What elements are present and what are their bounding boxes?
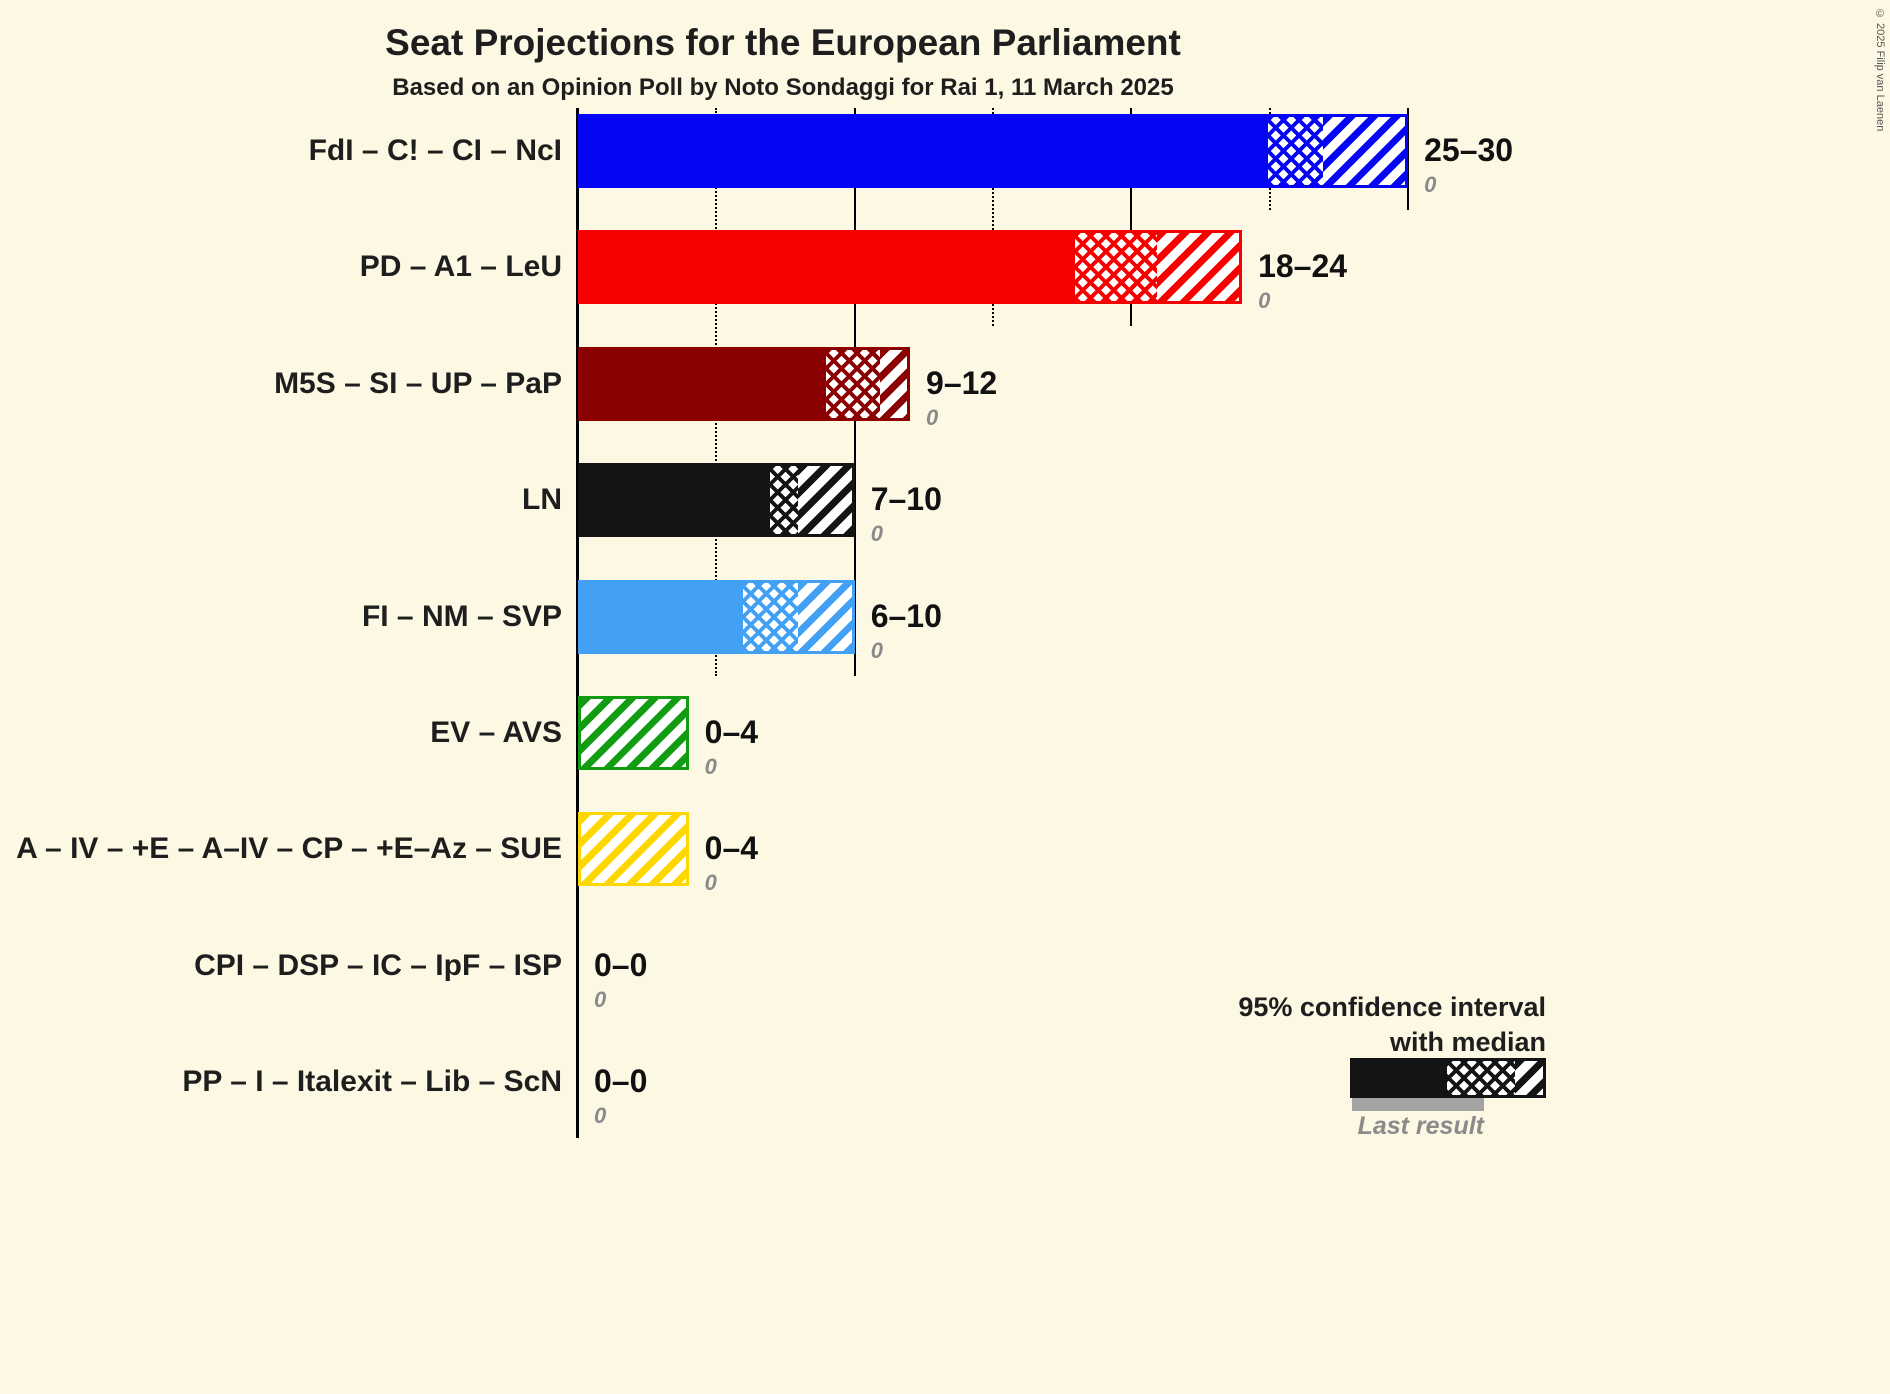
legend-title: 95% confidence interval with median [1200,990,1546,1060]
bar-diagonal-segment [581,815,686,884]
bar [578,230,1243,305]
bar [578,114,1409,188]
value-label: 7–10 0 [871,481,942,547]
last-result-value: 0 [1258,288,1271,314]
row-label: M5S – SI – UP – PaP [274,366,562,400]
range-label: 0–0 [594,1063,648,1100]
bar-solid-segment [581,233,1075,302]
value-label: 25–30 0 [1424,132,1513,198]
bar-solid-segment [581,466,771,535]
legend-crosshatch-segment [1447,1061,1516,1095]
last-result-value: 0 [870,521,883,547]
value-label: 0–4 0 [705,830,758,896]
legend-sample-bar [1350,1058,1546,1098]
last-result-value: 0 [594,1103,607,1129]
row-label: EV – AVS [430,716,562,749]
legend-line1: 95% confidence interval [1238,992,1546,1022]
bar-solid-segment [581,582,744,651]
bar [578,346,911,421]
legend-solid-segment [1353,1061,1448,1095]
last-result-value: 0 [926,404,939,430]
value-label: 0–0 0 [594,947,647,1013]
legend-last-result-label: Last result [1357,1112,1484,1140]
range-label: 9–12 [926,364,998,401]
bar-solid-segment [581,117,1268,185]
gridline-20 [1130,108,1133,327]
row-label: PD – A1 – LeU [359,250,562,284]
gridline-15 [992,108,995,327]
range-label: 0–4 [704,714,759,750]
bar [578,812,689,887]
bar-diagonal-segment [797,582,852,651]
legend-last-result-bar [1352,1098,1484,1111]
bar-crosshatch-segment [1074,233,1157,302]
bar-diagonal-segment [581,699,686,767]
legend-diagonal-segment [1515,1061,1543,1095]
bar-diagonal-segment [797,466,852,535]
range-label: 7–10 [870,481,942,518]
last-result-value: 0 [594,986,607,1012]
range-label: 25–30 [1424,132,1514,168]
last-result-value: 0 [870,637,883,663]
last-result-value: 0 [1424,172,1437,197]
chart-title: Seat Projections for the European Parlia… [385,22,1181,63]
copyright-note: © 2025 Filip van Laenen [1874,8,1886,132]
chart-subtitle: Based on an Opinion Poll by Noto Sondagg… [392,74,1174,101]
row-label: A – IV – +E – A–IV – CP – +E–Az – SUE [16,832,562,866]
range-label: 6–10 [870,597,942,634]
last-result-value: 0 [704,870,717,896]
bar-crosshatch-segment [1267,117,1323,185]
bar [578,463,855,538]
legend-line2: with median [1389,1027,1546,1058]
row-label: CPI – DSP – IC – IpF – ISP [194,948,562,982]
row-label: PP – I – Italexit – Lib – ScN [182,1065,562,1099]
range-label: 0–4 [704,830,759,867]
bar-crosshatch-segment [825,349,880,418]
row-label: LN [522,483,562,517]
bar-solid-segment [581,349,826,418]
bar-crosshatch-segment [770,466,798,535]
row-label: FdI – C! – CI – NcI [308,134,562,167]
range-label: 18–24 [1258,248,1348,285]
value-label: 9–12 0 [926,365,997,431]
bar [578,579,855,654]
last-result-value: 0 [704,754,717,779]
bar-diagonal-segment [879,349,907,418]
bar-diagonal-segment [1156,233,1240,302]
bar-diagonal-segment [1322,117,1406,185]
bar-crosshatch-segment [743,582,798,651]
value-label: 0–4 0 [705,714,758,780]
row-label: FI – NM – SVP [361,599,562,633]
bar [578,696,689,770]
gridline-30 [1407,108,1410,210]
value-label: 6–10 0 [871,598,942,664]
value-label: 0–0 0 [594,1063,647,1129]
y-axis-line [576,108,579,1138]
value-label: 18–24 0 [1258,248,1347,314]
range-label: 0–0 [594,946,648,983]
